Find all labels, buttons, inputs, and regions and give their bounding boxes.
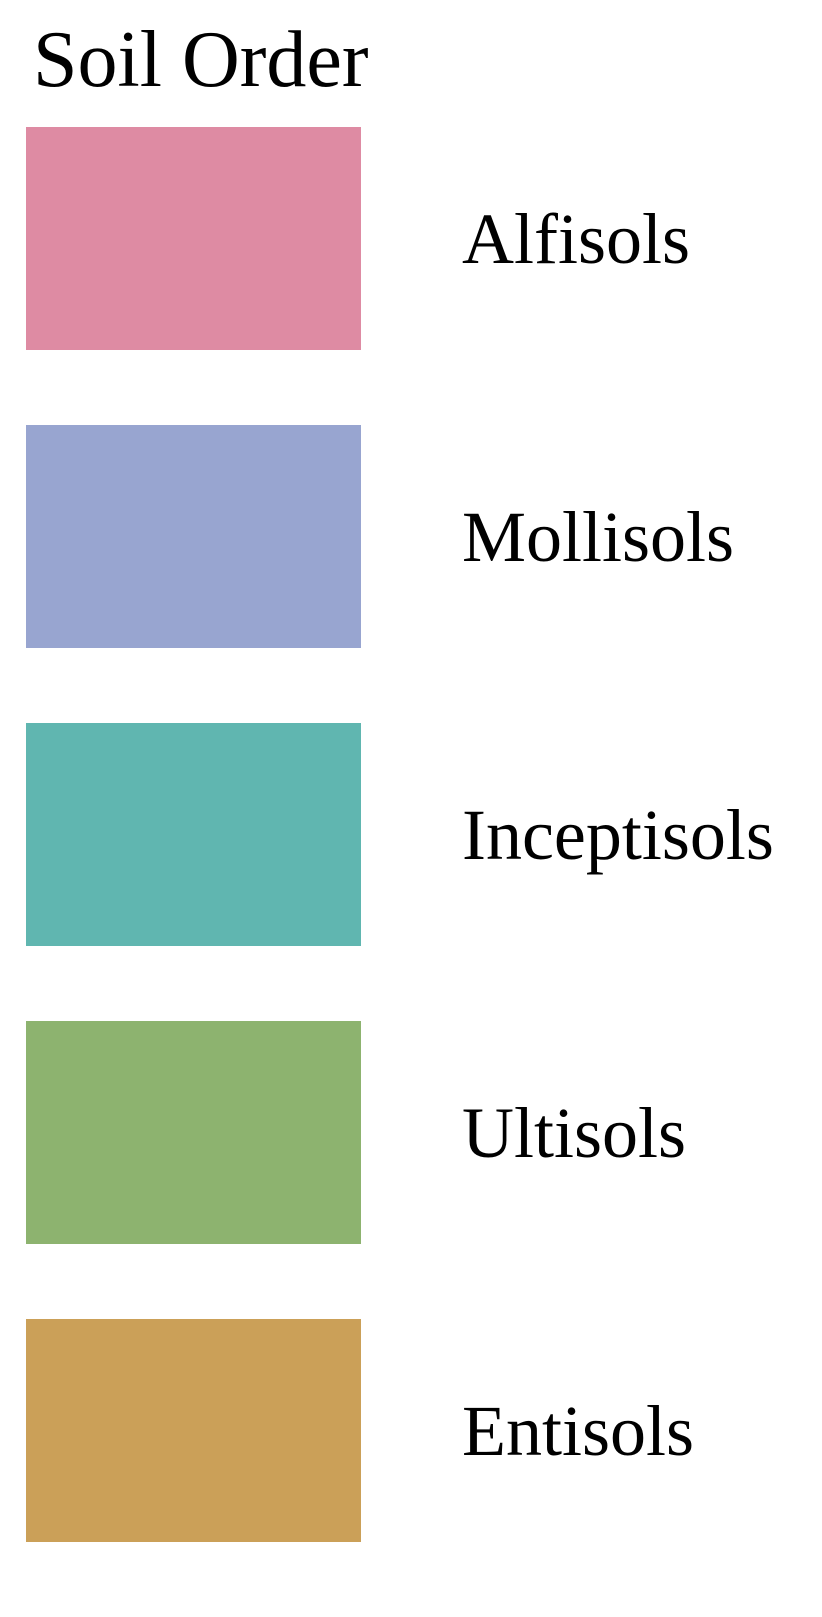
legend-item-mollisols: Mollisols (0, 425, 822, 723)
legend-title: Soil Order (33, 16, 369, 104)
legend-label: Ultisols (462, 1093, 687, 1173)
legend-label: Alfisols (462, 199, 691, 279)
legend-item-inceptisols: Inceptisols (0, 723, 822, 1021)
legend-swatch (26, 425, 361, 648)
legend-item-ultisols: Ultisols (0, 1021, 822, 1319)
legend-swatch (26, 1021, 361, 1244)
legend-label: Entisols (462, 1391, 695, 1471)
legend-swatch (26, 1319, 361, 1542)
legend-swatch (26, 723, 361, 946)
legend-swatch (26, 127, 361, 350)
legend-item-entisols: Entisols (0, 1319, 822, 1617)
legend-label: Inceptisols (462, 795, 774, 875)
legend-item-alfisols: Alfisols (0, 127, 822, 425)
legend-label: Mollisols (462, 497, 735, 577)
legend-list: Alfisols Mollisols Inceptisols Ultisols … (0, 127, 822, 1617)
